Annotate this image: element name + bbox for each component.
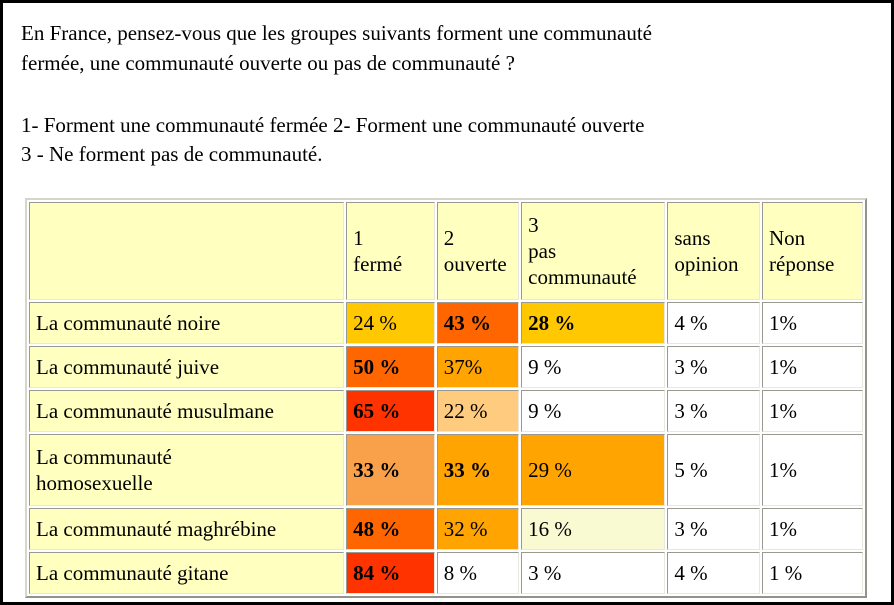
value-cell: 3 %	[521, 552, 666, 595]
survey-results-table: 1 fermé 2 ouverte 3 pas communauté sans …	[25, 198, 867, 599]
header-cell-empty	[29, 202, 345, 301]
header-row: 1 fermé 2 ouverte 3 pas communauté sans …	[29, 202, 863, 301]
value-cell: 37%	[436, 346, 520, 389]
table-row-musulmane: La communauté musulmane 65 % 22 % 9 % 3 …	[29, 390, 863, 433]
table-row-homosexuelle: La communauté homosexuelle 33 % 33 % 29 …	[29, 434, 863, 507]
value-cell: 24 %	[346, 302, 435, 345]
value-cell: 33 %	[436, 434, 520, 507]
value-cell: 4 %	[667, 302, 761, 345]
value-cell: 1%	[762, 390, 863, 433]
value-cell: 43 %	[436, 302, 520, 345]
value-cell: 9 %	[521, 390, 666, 433]
value-cell: 8 %	[436, 552, 520, 595]
value-cell: 4 %	[667, 552, 761, 595]
row-label: La communauté homosexuelle	[29, 434, 345, 507]
header-cell-pas-communaute: 3 pas communauté	[521, 202, 666, 301]
value-cell: 1%	[762, 302, 863, 345]
value-cell: 28 %	[521, 302, 666, 345]
value-cell: 3 %	[667, 390, 761, 433]
header-cell-sans-opinion: sans opinion	[667, 202, 761, 301]
value-cell: 29 %	[521, 434, 666, 507]
value-cell: 3 %	[667, 508, 761, 551]
value-cell: 32 %	[436, 508, 520, 551]
value-cell: 1%	[762, 508, 863, 551]
value-cell: 1 %	[762, 552, 863, 595]
header-cell-non-reponse: Non réponse	[762, 202, 863, 301]
row-label: La communauté musulmane	[29, 390, 345, 433]
row-label: La communauté gitane	[29, 552, 345, 595]
row-label: La communauté noire	[29, 302, 345, 345]
value-cell: 16 %	[521, 508, 666, 551]
value-cell: 9 %	[521, 346, 666, 389]
value-cell: 50 %	[346, 346, 435, 389]
value-cell: 1%	[762, 434, 863, 507]
value-cell: 5 %	[667, 434, 761, 507]
answer-scale-legend: 1- Forment une communauté fermée 2- Form…	[21, 112, 645, 167]
value-cell: 33 %	[346, 434, 435, 507]
value-cell: 48 %	[346, 508, 435, 551]
table-row-noire: La communauté noire 24 % 43 % 28 % 4 % 1…	[29, 302, 863, 345]
value-cell: 22 %	[436, 390, 520, 433]
row-label: La communauté juive	[29, 346, 345, 389]
header-cell-ferme: 1 fermé	[346, 202, 435, 301]
value-cell: 84 %	[346, 552, 435, 595]
table-row-juive: La communauté juive 50 % 37% 9 % 3 % 1%	[29, 346, 863, 389]
table-row-gitane: La communauté gitane 84 % 8 % 3 % 4 % 1 …	[29, 552, 863, 595]
value-cell: 65 %	[346, 390, 435, 433]
header-cell-ouverte: 2 ouverte	[436, 202, 520, 301]
value-cell: 3 %	[667, 346, 761, 389]
value-cell: 1%	[762, 346, 863, 389]
row-label: La communauté maghrébine	[29, 508, 345, 551]
question-text: En France, pensez-vous que les groupes s…	[21, 21, 652, 75]
table-row-maghrebine: La communauté maghrébine 48 % 32 % 16 % …	[29, 508, 863, 551]
